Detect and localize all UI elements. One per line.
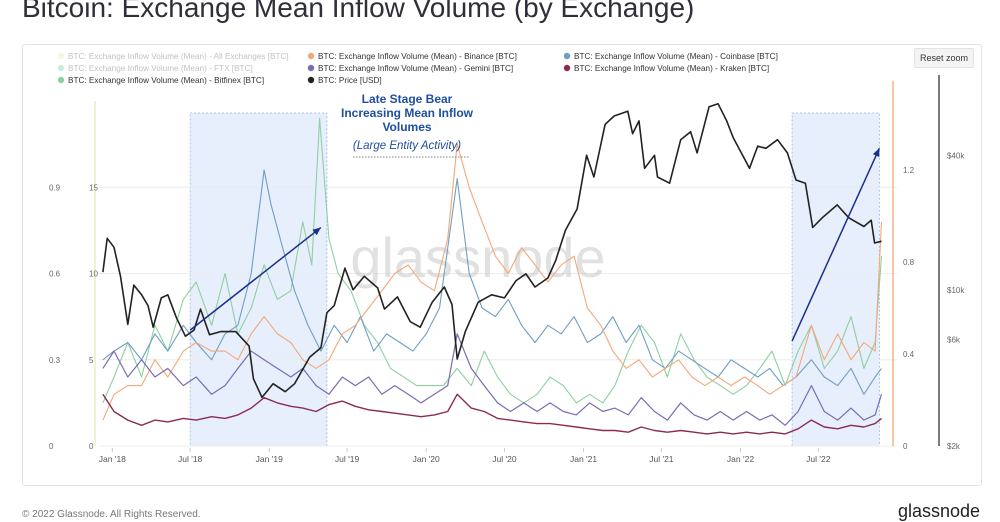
annotation-subtitle: (Large Entity Activity) <box>353 140 461 152</box>
y-tick-right_outer-1: $6k <box>947 335 961 344</box>
series-line-gemini <box>102 333 883 426</box>
x-tick-label-2: Jan '19 <box>256 454 283 464</box>
series-line-kraken <box>102 393 882 435</box>
reset-zoom-button[interactable]: Reset zoom <box>914 48 974 68</box>
legend-marker-price <box>307 76 315 84</box>
x-tick-label-5: Jul '20 <box>492 454 517 464</box>
trend-arrow-1 <box>189 226 322 331</box>
shaded-region-1 <box>189 112 328 447</box>
legend-marker-ftx <box>57 64 65 72</box>
legend-label-binance: BTC: Exchange Inflow Volume (Mean) - Bin… <box>318 52 517 61</box>
legend-label-coinbase: BTC: Exchange Inflow Volume (Mean) - Coi… <box>574 52 778 61</box>
y-tick-right_outer-2: $10k <box>947 286 965 295</box>
legend-label-price: BTC: Price [USD] <box>318 76 382 85</box>
series-line-coinbase <box>102 169 882 395</box>
y-tick-left_inner-3: 15 <box>89 183 98 192</box>
legend-marker-coinbase <box>563 52 571 60</box>
y-tick-right_inner-1: 0.4 <box>903 350 915 359</box>
y-tick-left_inner-0: 0 <box>89 442 94 451</box>
series-lines <box>102 103 883 435</box>
x-tick-label-3: Jul '19 <box>335 454 360 464</box>
trend-arrowhead-2 <box>872 148 880 158</box>
y-tick-left_outer-1: 0.3 <box>49 356 61 365</box>
watermark: glassnode <box>350 226 605 289</box>
x-tick-label-7: Jul '21 <box>649 454 674 464</box>
trend-arrowhead-1 <box>312 227 321 236</box>
axes: 0 0.3 0.6 0.9 0 5 10 15 0 0.4 0.8 1.2 $2k $6k $10k $40k… <box>49 75 965 464</box>
x-tick-label-6: Jan '21 <box>570 454 597 464</box>
page-title: Bitcoin: Exchange Mean Inflow Volume (by… <box>22 0 695 23</box>
legend-label-all_exchanges: BTC: Exchange Inflow Volume (Mean) - All… <box>68 52 289 61</box>
y-tick-right_inner-3: 1.2 <box>903 166 915 175</box>
y-tick-right_inner-2: 0.8 <box>903 258 915 267</box>
chart-svg: BTC: Exchange Inflow Volume (Mean) - All… <box>49 52 965 464</box>
shaded-regions <box>189 112 880 447</box>
series-line-bitfinex <box>102 117 883 404</box>
chart-container: BTC: Exchange Inflow Volume (Mean) - All… <box>22 44 982 486</box>
legend-marker-gemini <box>307 64 315 72</box>
annotation-line-1: Late Stage Bear <box>362 92 453 106</box>
legend-label-gemini: BTC: Exchange Inflow Volume (Mean) - Gem… <box>318 64 513 73</box>
x-tick-label-8: Jan '22 <box>727 454 754 464</box>
footer-logo: glassnode <box>898 501 981 521</box>
annotation-line-3: Volumes <box>382 120 431 134</box>
legend-marker-all_exchanges <box>57 52 65 60</box>
y-tick-right_outer-0: $2k <box>947 442 961 451</box>
x-tick-label-1: Jul '18 <box>178 454 203 464</box>
gridlines <box>99 186 897 447</box>
x-tick-label-9: Jul '22 <box>806 454 831 464</box>
trend-arrow-2 <box>791 147 881 342</box>
y-tick-right_inner-0: 0 <box>903 442 908 451</box>
series-line-price <box>102 103 882 399</box>
y-tick-left_outer-2: 0.6 <box>49 270 61 279</box>
series-line-binance <box>102 143 883 421</box>
shaded-region-2 <box>791 112 880 447</box>
x-tick-label-0: Jan '18 <box>99 454 126 464</box>
annotation-line-2: Increasing Mean Inflow <box>341 106 474 120</box>
y-tick-left_inner-2: 10 <box>89 270 98 279</box>
legend: BTC: Exchange Inflow Volume (Mean) - All… <box>57 52 778 85</box>
legend-marker-kraken <box>563 64 571 72</box>
legend-label-ftx: BTC: Exchange Inflow Volume (Mean) - FTX… <box>68 64 253 73</box>
legend-marker-bitfinex <box>57 76 65 84</box>
y-tick-left_outer-0: 0 <box>49 442 54 451</box>
y-tick-left_outer-3: 0.9 <box>49 183 61 192</box>
legend-label-bitfinex: BTC: Exchange Inflow Volume (Mean) - Bit… <box>68 76 264 85</box>
footer-copyright: © 2022 Glassnode. All Rights Reserved. <box>22 509 201 520</box>
y-tick-left_inner-1: 5 <box>89 356 94 365</box>
legend-marker-binance <box>307 52 315 60</box>
y-tick-right_outer-3: $40k <box>947 151 965 160</box>
x-tick-label-4: Jan '20 <box>413 454 440 464</box>
legend-label-kraken: BTC: Exchange Inflow Volume (Mean) - Kra… <box>574 64 769 73</box>
